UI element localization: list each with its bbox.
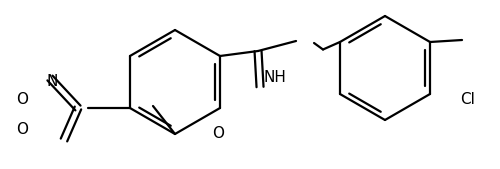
Text: O: O [16,123,28,138]
Text: NH: NH [264,70,286,86]
Text: Cl: Cl [460,92,475,107]
Text: N: N [46,75,58,90]
Text: O: O [212,126,224,140]
Text: O: O [16,92,28,107]
